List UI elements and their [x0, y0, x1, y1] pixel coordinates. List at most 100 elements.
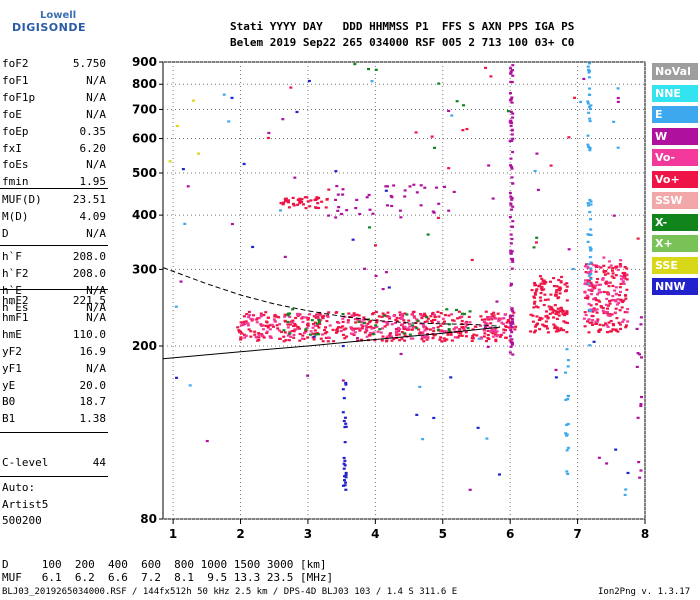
echo-point	[636, 351, 640, 355]
echo-point	[549, 293, 553, 296]
param-label: fmin	[2, 175, 29, 189]
echo-point	[341, 411, 345, 414]
param-row: yE 20.0	[2, 379, 106, 392]
echo-point	[442, 185, 446, 189]
echo-point	[283, 255, 287, 258]
echo-point	[601, 309, 605, 313]
echo-point	[342, 397, 346, 400]
echo-point	[440, 340, 444, 343]
echo-point	[399, 216, 403, 219]
param-label: yF1	[2, 361, 22, 375]
echo-point	[618, 309, 622, 312]
echo-point	[345, 335, 349, 338]
echo-point	[606, 314, 610, 317]
echo-point	[511, 314, 515, 317]
echo-point	[245, 313, 249, 316]
echo-point	[509, 345, 513, 348]
echo-point	[549, 280, 553, 283]
echo-point	[587, 111, 591, 114]
echo-point	[536, 188, 540, 192]
param-label: hmF1	[2, 310, 29, 324]
echo-point	[508, 339, 512, 342]
echo-point	[372, 331, 376, 334]
echo-point	[479, 315, 483, 318]
echo-point	[540, 285, 544, 289]
echo-point	[588, 87, 592, 90]
echo-point	[585, 294, 589, 297]
echo-point	[298, 201, 302, 205]
echo-point	[345, 209, 349, 212]
echo-point	[426, 332, 430, 336]
echo-point	[304, 330, 308, 333]
echo-point	[270, 323, 274, 326]
echo-point	[554, 368, 558, 372]
echo-point	[598, 323, 602, 326]
echo-point	[590, 289, 594, 292]
echo-point	[590, 262, 594, 265]
echo-point	[617, 321, 621, 324]
echo-point	[573, 96, 577, 99]
echo-point	[306, 317, 310, 320]
echo-point	[510, 250, 514, 253]
echo-point	[611, 322, 615, 326]
echo-point	[615, 317, 619, 320]
echo-point	[322, 314, 326, 317]
echo-point	[587, 288, 591, 292]
echo-point	[592, 264, 596, 267]
echo-point	[363, 267, 367, 270]
echo-point	[294, 328, 298, 331]
param-row: foEs N/A	[2, 158, 106, 171]
echo-point	[421, 331, 425, 334]
echo-point	[586, 202, 590, 205]
param-row: D N/A	[2, 227, 106, 240]
echo-point	[257, 316, 261, 320]
param-value: N/A	[86, 226, 106, 240]
echo-point	[392, 337, 396, 340]
param-separator	[0, 476, 108, 477]
echo-point	[379, 331, 383, 334]
echo-point	[230, 96, 234, 99]
echo-point	[411, 326, 415, 329]
param-row: MUF(D) 23.51	[2, 193, 106, 206]
echo-point	[449, 333, 453, 336]
echo-point	[599, 266, 603, 269]
echo-point	[611, 328, 615, 331]
echo-point	[509, 251, 513, 255]
echo-point	[621, 277, 625, 280]
echo-point	[266, 136, 270, 140]
plot-frame	[162, 61, 646, 520]
profile-line	[162, 267, 501, 327]
param-row-clevel: C-level 44	[2, 456, 106, 469]
echo-point	[287, 206, 291, 209]
echo-point	[533, 300, 537, 303]
echo-point	[276, 327, 280, 330]
echo-point	[587, 69, 591, 72]
echo-point	[506, 110, 510, 113]
echo-point	[246, 322, 250, 325]
echo-point	[587, 105, 591, 108]
echo-point	[614, 300, 618, 303]
echo-point	[292, 336, 296, 339]
echo-point	[467, 315, 471, 319]
echo-point	[608, 299, 612, 303]
echo-point	[486, 337, 490, 340]
echo-point	[222, 93, 226, 96]
logo-lowell: Lowell	[40, 10, 77, 21]
echo-point	[611, 272, 615, 275]
echo-point	[487, 316, 491, 320]
echo-point	[566, 359, 570, 362]
echo-point	[414, 326, 418, 329]
echo-point	[621, 271, 625, 275]
echo-point	[507, 320, 511, 323]
echo-point	[555, 326, 559, 329]
echo-point	[342, 467, 346, 470]
param-label: hmE	[2, 327, 22, 341]
echo-point	[591, 285, 595, 288]
echo-point	[599, 283, 603, 286]
echo-point	[433, 333, 437, 336]
echo-point	[565, 321, 569, 325]
echo-point	[381, 335, 385, 338]
echo-point	[313, 198, 317, 202]
echo-point	[372, 326, 376, 330]
echo-point	[175, 124, 179, 128]
